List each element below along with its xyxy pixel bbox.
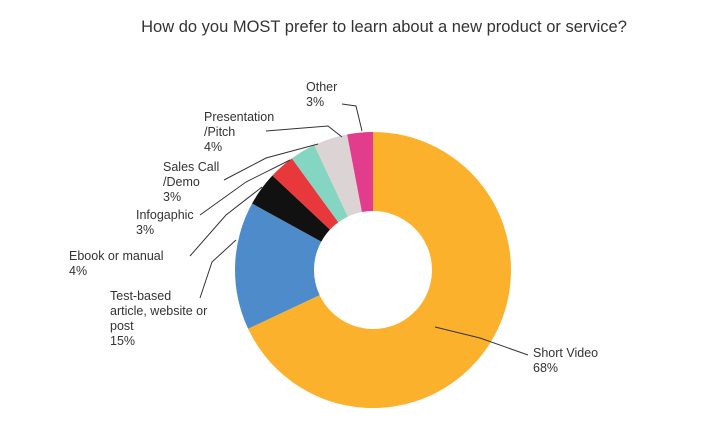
slice-5: [314, 134, 362, 217]
slice-labels: Short Video 68% Test-based article, website…: [69, 80, 598, 375]
leader-line-3: [199, 159, 291, 216]
slice-label-4: Sales Call/Demo 3%: [163, 160, 219, 204]
slice-label-5: Presentation/Pitch 4%: [204, 110, 274, 154]
chart-title: How do you MOST prefer to learn about a …: [141, 18, 627, 36]
donut-slices: [235, 132, 512, 408]
leader-lines: [189, 103, 529, 356]
leader-line-5: [265, 125, 343, 138]
leader-line-4: [223, 143, 319, 181]
slice-6: [347, 132, 373, 213]
slice-4: [291, 145, 348, 223]
slice-2: [252, 175, 330, 242]
leader-line-6: [341, 103, 363, 132]
slice-label-2: Ebook or manual 4%: [69, 249, 164, 278]
leader-line-2: [189, 186, 263, 257]
slice-3: [272, 158, 339, 230]
leader-line-0: [434, 326, 529, 356]
slice-1: [235, 203, 322, 329]
leader-line-1: [199, 239, 237, 299]
slice-label-6: Other 3%: [306, 80, 337, 109]
slice-label-0: Short Video 68%: [533, 346, 598, 375]
slice-label-3: Infogaphic 3%: [136, 208, 194, 237]
slice-label-1: Test-based article, website or post 15%: [110, 289, 207, 348]
slice-0: [248, 132, 512, 408]
